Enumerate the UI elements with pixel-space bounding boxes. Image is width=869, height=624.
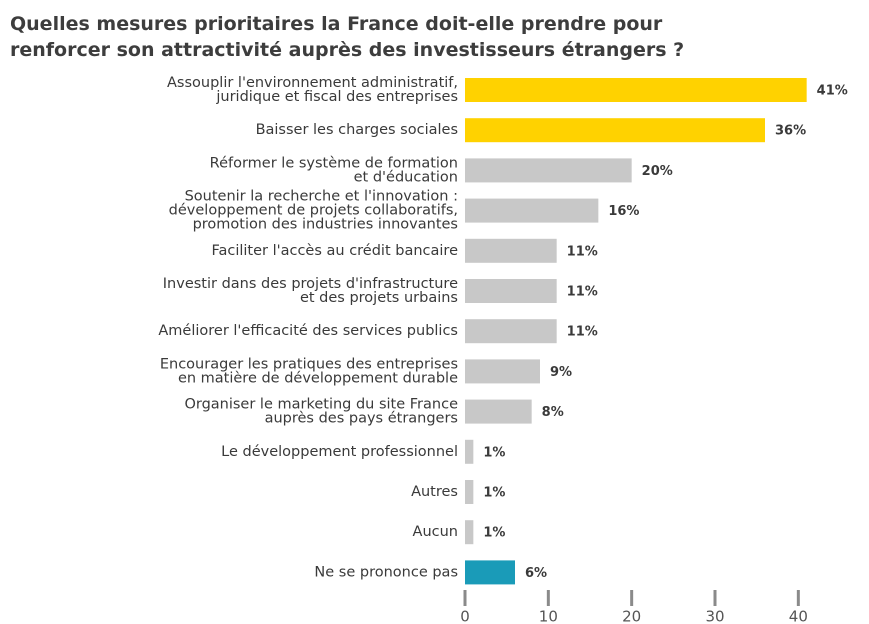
bar — [465, 78, 807, 102]
value-label: 9% — [550, 365, 572, 380]
category-label: Baisser les charges sociales — [256, 122, 458, 138]
x-tick-label: 30 — [705, 608, 724, 624]
category-label: Soutenir la recherche et l'innovation :d… — [169, 189, 458, 233]
bar — [465, 520, 474, 545]
value-label: 1% — [483, 526, 505, 541]
bar — [465, 319, 557, 344]
x-tick-label: 40 — [789, 608, 808, 624]
x-tick-label: 0 — [460, 608, 470, 624]
value-label: 41% — [817, 84, 848, 99]
bar — [465, 238, 557, 263]
category-label: Autres — [411, 484, 458, 500]
value-label: 1% — [483, 445, 505, 460]
bar — [465, 359, 540, 384]
bar — [465, 118, 765, 143]
value-label: 11% — [567, 244, 598, 259]
value-label: 36% — [775, 124, 806, 139]
category-label: Encourager les pratiques des entreprises… — [160, 356, 458, 386]
value-label: 11% — [567, 285, 598, 300]
bar — [465, 198, 599, 223]
chart-title: Quelles mesures prioritaires la France d… — [10, 13, 684, 61]
bar — [465, 399, 532, 424]
bar — [465, 480, 474, 504]
value-label: 6% — [525, 566, 547, 581]
x-tick-label: 20 — [622, 608, 641, 624]
category-label: Organiser le marketing du site France aup… — [184, 397, 458, 427]
category-label: Assouplir l'environnement administratif,… — [167, 75, 458, 105]
category-label: Réformer le système de formation et d'édu… — [210, 155, 458, 185]
x-tick-label: 10 — [539, 608, 558, 624]
bar — [465, 158, 632, 183]
category-label: Faciliter l'accès au crédit bancaire — [211, 243, 458, 259]
category-label: Aucun — [413, 524, 458, 540]
value-label: 20% — [642, 164, 673, 179]
category-label: Ne se prononce pas — [314, 564, 458, 580]
value-label: 1% — [483, 486, 505, 501]
bar — [465, 279, 557, 303]
bar — [465, 560, 515, 585]
category-label: Améliorer l'efficacité des services publ… — [158, 323, 458, 339]
bar — [465, 439, 474, 464]
value-label: 11% — [567, 325, 598, 340]
category-label: Investir dans des projets d'infrastructu… — [163, 276, 458, 306]
value-label: 8% — [542, 405, 564, 420]
category-label: Le développement professionnel — [221, 444, 458, 460]
value-label: 16% — [608, 204, 639, 219]
